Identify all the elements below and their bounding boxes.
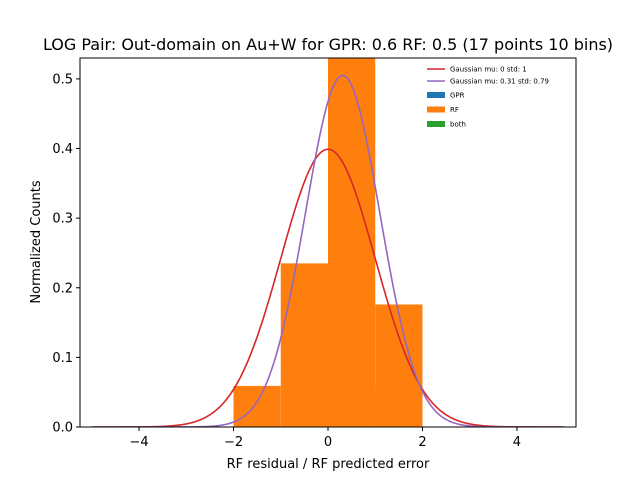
legend-swatch-gpr [427,92,445,98]
plot-area [91,58,565,427]
x-axis-label: RF residual / RF predicted error [227,457,430,472]
x-axis: −4 −2 0 2 4 [129,427,521,450]
plot-marks [91,58,565,427]
y-tick-label: 0.1 [52,351,73,366]
chart-title: LOG Pair: Out-domain on Au+W for GPR: 0.… [43,35,613,54]
legend-swatch-both [427,121,445,127]
legend-label: Gaussian mu: 0 std: 1 [450,66,527,74]
legend-label: Gaussian mu: 0.31 std: 0.79 [450,78,549,86]
y-tick-label: 0.2 [52,281,73,296]
bar-rf-0 [233,385,281,427]
x-tick-label: −4 [129,435,148,450]
legend-label: RF [450,106,459,114]
y-axis-label: Normalized Counts [29,180,44,303]
legend-label: GPR [450,92,465,100]
bar-rf-2 [328,58,376,427]
y-axis: 0.0 0.1 0.2 0.3 0.4 0.5 [52,72,80,436]
y-tick-label: 0.3 [52,212,73,227]
x-tick-label: −2 [224,435,243,450]
x-tick-label: 0 [324,435,332,450]
gaussian-curve-1 [91,148,565,427]
bar-rf-3 [375,304,423,427]
y-tick-label: 0.4 [52,142,73,157]
bar-rf-1 [280,263,328,427]
legend-swatch-rf [427,106,445,113]
legend-label: both [450,121,466,129]
x-tick-label: 4 [513,435,521,450]
y-tick-label: 0.0 [52,421,73,436]
x-tick-label: 2 [418,435,426,450]
legend: Gaussian mu: 0 std: 1 Gaussian mu: 0.31 s… [427,66,549,129]
y-tick-label: 0.5 [52,72,73,87]
